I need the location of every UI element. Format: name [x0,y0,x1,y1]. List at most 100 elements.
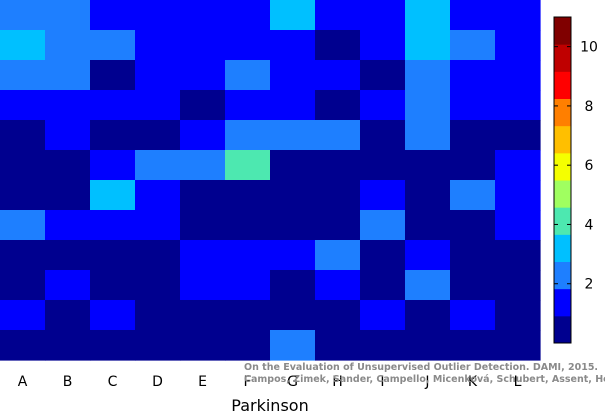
heatmap-cell [495,120,541,151]
heatmap-cell [450,270,496,301]
heatmap-cell [45,120,91,151]
heatmap-cell [360,330,406,361]
heatmap-cell [45,180,91,211]
heatmap-cell [360,210,406,241]
colorbar-segment [554,17,571,45]
x-tick-label: B [63,374,73,390]
heatmap-cell [450,240,496,271]
heatmap-cell [225,330,271,361]
heatmap-cell [90,300,136,331]
heatmap-cell [405,150,451,181]
heatmap-cell [0,0,46,31]
x-tick-label: D [152,374,163,390]
heatmap-cell [0,90,46,121]
heatmap-cell [225,120,271,151]
heatmap-cell [270,330,316,361]
heatmap-cell [0,120,46,151]
heatmap-cell [450,210,496,241]
heatmap-cell [360,270,406,301]
heatmap-cell [180,330,226,361]
heatmap-cell [495,300,541,331]
heatmap-cell [360,240,406,271]
heatmap-cell [0,30,46,61]
heatmap-cell [315,0,361,31]
heatmap-cell [180,210,226,241]
heatmap-cell [405,180,451,211]
heatmap-cell [135,210,181,241]
heatmap-cell [180,0,226,31]
heatmap-cell [315,150,361,181]
colorbar [553,16,572,344]
heatmap-cell [495,330,541,361]
x-tick-label: E [198,374,207,390]
heatmap-cell [135,120,181,151]
heatmap-cell [315,180,361,211]
heatmap-cell [135,0,181,31]
heatmap-cell [495,270,541,301]
heatmap-cell [360,30,406,61]
heatmap-cell [495,30,541,61]
heatmap-cell [225,90,271,121]
colorbar-segment [554,261,571,290]
heatmap-cell [135,270,181,301]
credit-line-1: On the Evaluation of Unsupervised Outlie… [244,362,598,373]
heatmap-cell [315,210,361,241]
colorbar-segment [554,71,571,99]
heatmap-cell [180,30,226,61]
colorbar-segment [554,98,571,127]
heatmap-cell [315,240,361,271]
heatmap-cell [270,240,316,271]
heatmap-cell [180,120,226,151]
heatmap-cell [90,0,136,31]
heatmap-cell [315,300,361,331]
x-tick-label: C [108,374,118,390]
x-axis-label: Parkinson [231,396,308,413]
heatmap-cell [270,120,316,151]
heatmap-cell [270,150,316,181]
heatmap-cell [495,90,541,121]
heatmap-cell [180,300,226,331]
heatmap-cell [180,60,226,91]
heatmap-cell [405,240,451,271]
heatmap-cell [0,330,46,361]
heatmap-cell [315,30,361,61]
heatmap-cell [360,120,406,151]
heatmap-cell [90,240,136,271]
heatmap-cell [360,90,406,121]
heatmap-cell [225,30,271,61]
heatmap-cell [90,210,136,241]
heatmap-cell [0,210,46,241]
heatmap-cell [45,300,91,331]
heatmap-cell [495,60,541,91]
heatmap-cell [225,210,271,241]
heatmap-cell [135,30,181,61]
heatmap-cell [90,90,136,121]
heatmap-cell [360,180,406,211]
heatmap-cell [360,300,406,331]
heatmap-cell [315,60,361,91]
colorbar-border [553,16,572,344]
colorbar-segment [554,125,571,154]
x-tick-label: G [287,374,298,390]
x-tick-label: I [380,374,384,390]
heatmap-cell [315,330,361,361]
heatmap-cell [90,120,136,151]
colorbar-tick-label: 10 [580,40,598,56]
heatmap-cell [0,300,46,331]
heatmap-cell [45,240,91,271]
heatmap-cell [360,60,406,91]
heatmap-cell [405,300,451,331]
heatmap-cell [45,210,91,241]
heatmap-cell [135,330,181,361]
x-tick-label: K [468,374,478,390]
heatmap-cell [225,240,271,271]
colorbar-tick-label: 4 [585,217,594,233]
colorbar-tick-label: 8 [585,99,594,115]
heatmap-cell [405,60,451,91]
x-tick-label: H [332,374,343,390]
heatmap-cell [450,300,496,331]
heatmap-cell [450,120,496,151]
heatmap-cell [225,180,271,211]
heatmap-cell [270,30,316,61]
heatmap-cell [180,150,226,181]
